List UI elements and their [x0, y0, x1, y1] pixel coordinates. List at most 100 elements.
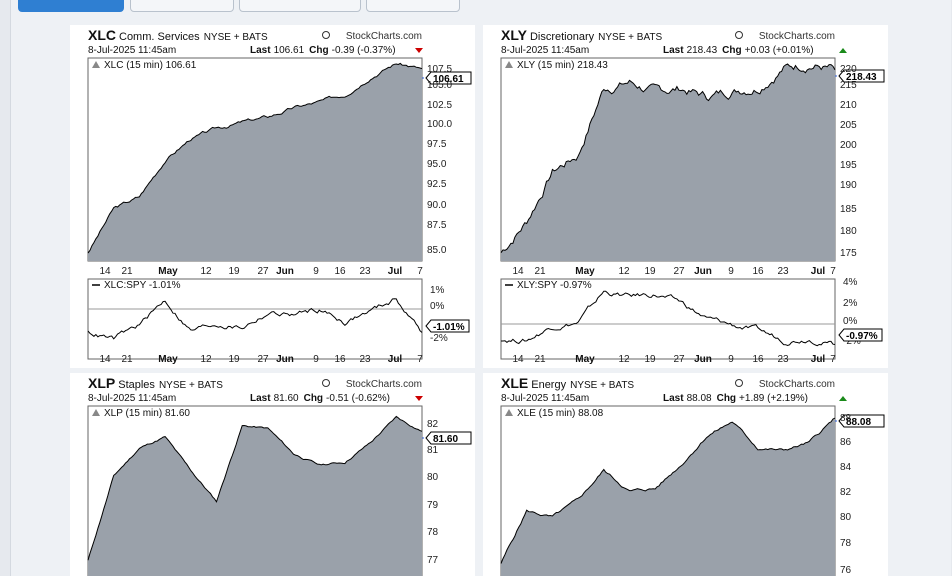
- x-tick-label: 9: [313, 266, 319, 277]
- x-tick-label: 19: [644, 266, 656, 277]
- chg-value: -0.51 (-0.62%): [326, 393, 390, 404]
- exchange-label: NYSE + BATS: [204, 32, 268, 43]
- source-label: StockCharts.com: [346, 31, 422, 42]
- x-tick-label: 27: [673, 266, 685, 277]
- chart-panel-xlp: XLP Staples NYSE + BATS StockCharts.com 8-Ju…: [70, 373, 475, 576]
- x-tick-label: 12: [200, 266, 212, 277]
- ratio-current-label: -0.97%: [846, 331, 878, 342]
- x-tick-label: 27: [257, 266, 269, 277]
- x-tick-label: 7: [417, 266, 423, 277]
- y-tick-label: 220: [840, 64, 857, 75]
- ratio-x-tick-label: 27: [673, 354, 685, 365]
- chg-value: +1.89 (+2.19%): [739, 393, 808, 404]
- current-price-label: 88.08: [846, 417, 871, 428]
- price-area: [88, 416, 422, 576]
- current-price-tag: [425, 431, 472, 445]
- price-legend: XLE (15 min) 88.08: [517, 408, 604, 419]
- x-tick-label: 19: [228, 266, 240, 277]
- symbol-label: XLP: [88, 375, 115, 391]
- symbol-label: XLY: [501, 27, 528, 43]
- x-tick-label: Jul: [388, 266, 403, 277]
- chg-label: Chg: [722, 45, 741, 56]
- y-tick-label: 180: [840, 226, 857, 237]
- y-tick-label: 195: [840, 160, 857, 171]
- ratio-x-tick-label: 14: [512, 354, 524, 365]
- current-price-label: 218.43: [846, 72, 877, 83]
- y-tick-label: 185: [840, 204, 857, 215]
- price-legend: XLY (15 min) 218.43: [517, 60, 608, 71]
- chart-svg-xly: XLY Discretionary NYSE + BATS StockCharts.c…: [500, 27, 885, 365]
- y-tick-label: 100.0: [427, 119, 452, 130]
- y-tick-label: 85.0: [427, 245, 447, 256]
- x-tick-label: Jul: [811, 266, 826, 277]
- datetime-label: 8-Jul-2025 11:45am: [88, 393, 176, 404]
- chart-header-title: XLC Comm. Services NYSE + BATS: [88, 27, 268, 43]
- y-tick-label: 76: [840, 565, 852, 576]
- source-label: StockCharts.com: [346, 379, 422, 390]
- copyright-icon: [735, 31, 743, 39]
- x-tick-label: 23: [777, 266, 789, 277]
- y-tick-label: 210: [840, 100, 857, 111]
- y-tick-label: 92.5: [427, 179, 447, 190]
- ratio-legend: XLC:SPY -1.01%: [104, 280, 181, 291]
- ratio-x-tick-label: 14: [99, 354, 111, 365]
- ratio-x-tick-label: 16: [752, 354, 764, 365]
- y-tick-label: 190: [840, 180, 857, 191]
- ratio-legend: XLY:SPY -0.97%: [517, 280, 592, 291]
- x-tick-label: 14: [512, 266, 524, 277]
- y-tick-label: 200: [840, 140, 857, 151]
- y-tick-label: 80: [427, 472, 439, 483]
- last-label: Last: [663, 393, 684, 404]
- ratio-x-tick-label: 19: [228, 354, 240, 365]
- area-legend-icon: [92, 61, 100, 68]
- ratio-current-label: -1.01%: [433, 322, 465, 333]
- down-arrow-icon: [415, 396, 423, 401]
- ratio-x-tick-label: 9: [313, 354, 319, 365]
- tab-2[interactable]: [130, 0, 234, 12]
- y-tick-label: 86: [840, 437, 852, 448]
- exchange-label: NYSE + BATS: [598, 32, 662, 43]
- ratio-y-tick-label: 1%: [430, 285, 445, 296]
- sector-name: Discretionary: [530, 31, 595, 43]
- ratio-y-tick-label: 0%: [843, 316, 858, 327]
- ratio-current-tag: [425, 319, 470, 333]
- ratio-x-tick-label: 12: [618, 354, 630, 365]
- price-legend: XLC (15 min) 106.61: [104, 60, 197, 71]
- datetime-label: 8-Jul-2025 11:45am: [88, 45, 176, 56]
- x-tick-label: 21: [121, 266, 133, 277]
- ratio-x-tick-label: Jul: [811, 354, 826, 365]
- sector-name: Comm. Services: [119, 31, 200, 43]
- quote-line: Last 218.43 Chg +0.03 (+0.01%): [663, 45, 814, 56]
- y-tick-label: 77: [427, 555, 439, 566]
- y-tick-label: 102.5: [427, 100, 452, 111]
- ratio-y-tick-label: -2%: [430, 333, 448, 344]
- current-price-label: 81.60: [433, 434, 458, 445]
- tab-4[interactable]: [366, 0, 460, 12]
- tab-3[interactable]: [239, 0, 361, 12]
- price-area: [501, 64, 835, 261]
- last-value: 106.61: [274, 45, 305, 56]
- price-area: [88, 63, 422, 262]
- y-tick-label: 105.0: [427, 80, 452, 91]
- y-tick-label: 90.0: [427, 200, 447, 211]
- chart-svg-xlc: XLC Comm. Services NYSE + BATS StockCharts.…: [87, 27, 472, 365]
- x-tick-label: May: [158, 266, 178, 277]
- y-tick-label: 82: [840, 487, 852, 498]
- exchange-label: NYSE + BATS: [570, 380, 634, 391]
- y-tick-label: 84: [840, 462, 852, 473]
- chart-panel-xle: XLE Energy NYSE + BATS StockCharts.com 8-Jul…: [483, 373, 888, 576]
- exchange-label: NYSE + BATS: [159, 380, 223, 391]
- tab-1[interactable]: [18, 0, 124, 12]
- chart-svg-xle: XLE Energy NYSE + BATS StockCharts.com 8-Jul…: [500, 375, 885, 576]
- chg-label: Chg: [309, 45, 328, 56]
- current-price-label: 106.61: [433, 74, 464, 85]
- ratio-x-tick-label: 21: [121, 354, 133, 365]
- y-tick-label: 81: [427, 445, 439, 456]
- y-tick-label: 95.0: [427, 159, 447, 170]
- ratio-current-tag: [838, 328, 883, 342]
- x-tick-label: 12: [618, 266, 630, 277]
- x-tick-label: 16: [334, 266, 346, 277]
- ratio-y-tick-label: 0%: [430, 301, 445, 312]
- ratio-x-tick-label: May: [575, 354, 595, 365]
- symbol-label: XLE: [501, 375, 528, 391]
